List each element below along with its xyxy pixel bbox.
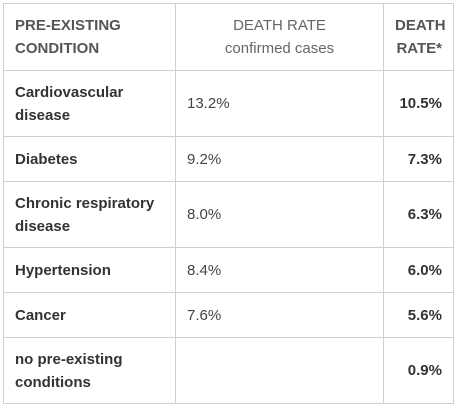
rate-confirmed-cell bbox=[175, 337, 384, 404]
condition-line1: Chronic respiratory bbox=[15, 194, 155, 212]
condition-cell: Diabetes bbox=[3, 136, 176, 182]
header-pre-existing-condition: PRE-EXISTING CONDITION bbox=[3, 3, 176, 71]
table-row: Diabetes 9.2% 7.3% bbox=[3, 136, 454, 182]
header-rate-confirmed-line1: DEATH RATE bbox=[233, 17, 326, 34]
condition-line1: no pre-existing bbox=[15, 350, 123, 368]
header-death-rate-all: DEATH RATE* bbox=[383, 3, 454, 71]
condition-line1: Diabetes bbox=[15, 150, 78, 168]
header-rate-confirmed-line2: confirmed cases bbox=[224, 40, 335, 57]
rate-confirmed-cell: 8.4% bbox=[175, 247, 384, 293]
rate-confirmed-cell: 9.2% bbox=[175, 136, 384, 182]
header-death-rate-confirmed: DEATH RATE confirmed cases bbox=[175, 3, 384, 71]
header-rate-all-line1: DEATH bbox=[395, 17, 446, 34]
table-row: Chronic respiratory disease 8.0% 6.3% bbox=[3, 181, 454, 248]
death-rate-table: PRE-EXISTING CONDITION DEATH RATE confir… bbox=[3, 3, 454, 404]
header-condition-line2: CONDITION bbox=[15, 40, 100, 57]
table-header-row: PRE-EXISTING CONDITION DEATH RATE confir… bbox=[3, 3, 454, 71]
header-condition-line1: PRE-EXISTING bbox=[15, 17, 121, 34]
rate-all-cell: 6.3% bbox=[383, 181, 454, 248]
rate-confirmed-cell: 7.6% bbox=[175, 292, 384, 338]
rate-all-cell: 6.0% bbox=[383, 247, 454, 293]
table-row: Cardiovascular disease 13.2% 10.5% bbox=[3, 70, 454, 137]
rate-all-cell: 10.5% bbox=[383, 70, 454, 137]
rate-confirmed-cell: 13.2% bbox=[175, 70, 384, 137]
condition-cell: no pre-existing conditions bbox=[3, 337, 176, 404]
condition-line2: disease bbox=[15, 106, 71, 124]
rate-all-cell: 7.3% bbox=[383, 136, 454, 182]
table-row: Cancer 7.6% 5.6% bbox=[3, 292, 454, 338]
condition-cell: Chronic respiratory disease bbox=[3, 181, 176, 248]
condition-line1: Hypertension bbox=[15, 261, 111, 279]
rate-all-cell: 5.6% bbox=[383, 292, 454, 338]
condition-line1: Cardiovascular bbox=[15, 83, 124, 101]
condition-cell: Cardiovascular disease bbox=[3, 70, 176, 137]
condition-cell: Hypertension bbox=[3, 247, 176, 293]
table-row: Hypertension 8.4% 6.0% bbox=[3, 247, 454, 293]
table-row: no pre-existing conditions 0.9% bbox=[3, 337, 454, 404]
condition-line1: Cancer bbox=[15, 306, 66, 324]
condition-line2: disease bbox=[15, 217, 71, 235]
rate-confirmed-cell: 8.0% bbox=[175, 181, 384, 248]
condition-cell: Cancer bbox=[3, 292, 176, 338]
condition-line2: conditions bbox=[15, 373, 91, 391]
header-rate-all-line2: RATE* bbox=[396, 40, 442, 57]
rate-all-cell: 0.9% bbox=[383, 337, 454, 404]
